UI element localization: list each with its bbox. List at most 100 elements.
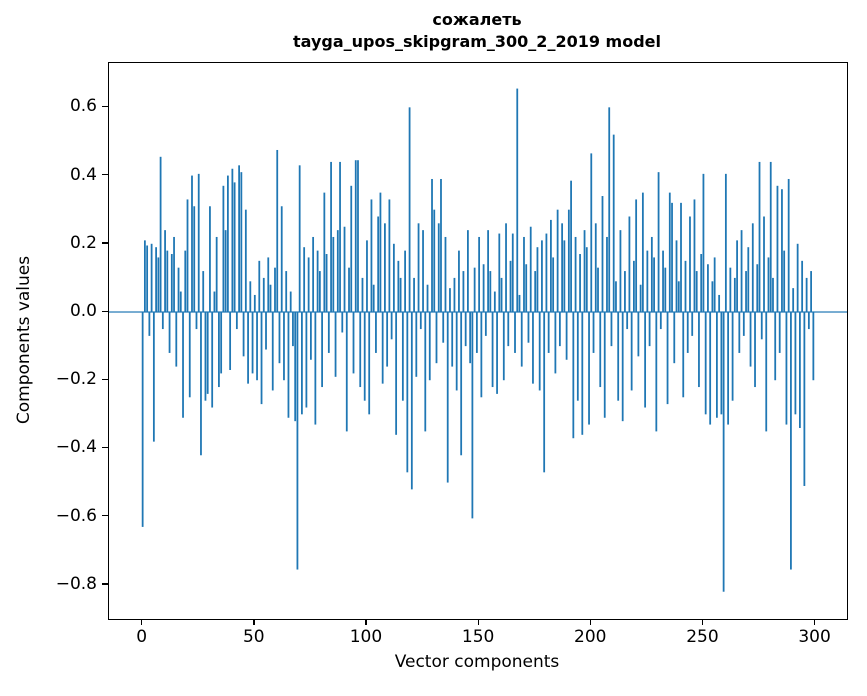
- bar: [395, 312, 398, 435]
- bar: [352, 312, 355, 374]
- bar: [238, 165, 240, 312]
- bar: [410, 312, 413, 490]
- y-tick-label: 0.2: [69, 232, 97, 253]
- y-tick-mark: [102, 583, 108, 585]
- bar: [675, 240, 678, 312]
- bar: [724, 173, 727, 313]
- bar: [417, 223, 420, 313]
- bar: [585, 247, 588, 313]
- bar: [700, 254, 703, 313]
- y-tick-mark: [102, 105, 108, 108]
- bar: [406, 312, 409, 473]
- bar: [229, 312, 232, 370]
- bar: [289, 291, 292, 313]
- bar: [244, 209, 247, 312]
- bar: [283, 312, 285, 381]
- bar: [754, 312, 756, 388]
- bar: [428, 312, 431, 381]
- bar: [184, 250, 187, 313]
- bar: [359, 312, 362, 388]
- bar: [561, 223, 564, 313]
- y-tick-mark: [102, 378, 108, 381]
- bar: [772, 277, 774, 313]
- bar: [599, 312, 602, 388]
- bar: [341, 312, 344, 333]
- bar: [507, 312, 510, 347]
- x-tick-mark: [141, 619, 143, 625]
- bar: [550, 219, 552, 313]
- bar: [422, 230, 424, 313]
- bar: [689, 216, 691, 313]
- bar: [742, 312, 745, 336]
- bar: [747, 247, 750, 313]
- bar: [336, 230, 339, 313]
- x-tick-label: 50: [242, 627, 265, 647]
- bar: [269, 284, 272, 313]
- bar: [776, 185, 779, 313]
- bar: [628, 216, 631, 313]
- bar: [215, 236, 218, 312]
- bar: [576, 312, 579, 401]
- y-tick-label: −0.8: [55, 573, 97, 594]
- y-tick-label: −0.6: [55, 505, 97, 526]
- bar: [318, 271, 321, 312]
- bar: [785, 312, 788, 425]
- bar: [720, 312, 723, 415]
- x-tick-mark: [814, 619, 816, 625]
- bar: [778, 312, 781, 353]
- bar: [231, 168, 234, 312]
- bar: [379, 192, 382, 313]
- bar: [298, 165, 301, 312]
- bar: [541, 240, 543, 312]
- bar: [260, 312, 263, 405]
- bar: [637, 312, 640, 357]
- bar: [437, 223, 440, 313]
- bar: [684, 260, 687, 313]
- bar: [763, 216, 765, 313]
- x-tick-mark: [701, 619, 704, 625]
- bar: [182, 312, 184, 418]
- bar: [233, 182, 236, 313]
- bar: [397, 260, 400, 313]
- bar: [707, 264, 709, 312]
- bar: [186, 199, 189, 312]
- bar: [377, 216, 380, 313]
- bar: [781, 189, 783, 313]
- bar: [370, 199, 373, 312]
- bar: [543, 312, 546, 473]
- bar: [556, 209, 559, 312]
- bar: [173, 236, 175, 312]
- bar: [399, 277, 402, 313]
- bar: [767, 257, 770, 313]
- bar: [440, 178, 442, 313]
- bar: [354, 160, 357, 312]
- bar: [760, 312, 763, 340]
- bar: [161, 312, 164, 330]
- bar: [745, 271, 747, 312]
- bar: [404, 250, 406, 313]
- bar: [583, 230, 586, 313]
- bar: [489, 271, 492, 312]
- bar: [179, 291, 182, 313]
- bar: [408, 107, 411, 312]
- bar: [662, 250, 664, 313]
- bar: [608, 107, 611, 312]
- x-tick-mark: [253, 619, 255, 625]
- bar: [606, 236, 608, 312]
- bar: [619, 230, 622, 313]
- bar: [473, 267, 476, 312]
- bar: [716, 312, 718, 418]
- bar: [314, 312, 317, 425]
- bar: [480, 312, 483, 398]
- bar: [805, 277, 808, 313]
- bar: [415, 312, 418, 377]
- bar: [532, 312, 534, 384]
- bar: [168, 312, 171, 353]
- bar: [455, 312, 458, 391]
- bar: [200, 312, 202, 456]
- bar: [226, 175, 229, 312]
- bar: [224, 230, 227, 313]
- bar: [626, 312, 629, 330]
- bar: [523, 236, 525, 312]
- bar: [810, 271, 812, 312]
